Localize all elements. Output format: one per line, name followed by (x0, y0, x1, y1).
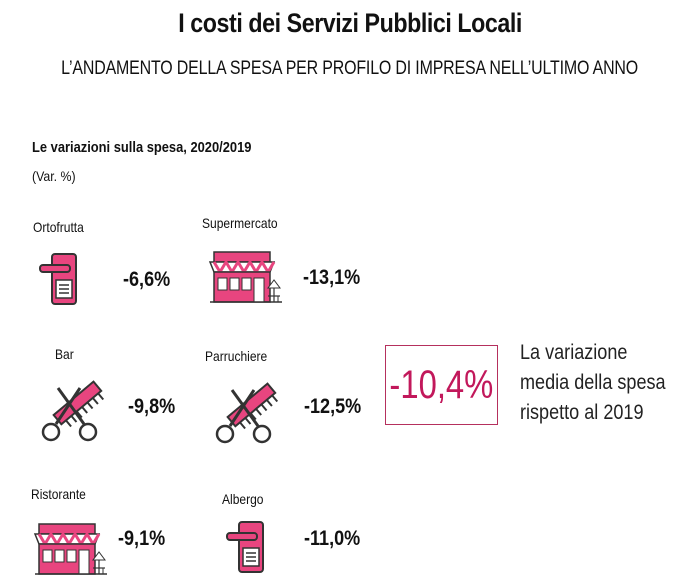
section-title: Le variazioni sulla spesa, 2020/2019 (32, 139, 252, 156)
category-label-parruchiere: Parruchiere (205, 348, 268, 364)
shop-icon (208, 250, 283, 305)
average-text-line: La variazione (520, 341, 628, 364)
unit-label: (Var. %) (32, 168, 76, 184)
category-label-bar: Bar (55, 346, 74, 362)
page-subtitle: L’ANDAMENTO DELLA SPESA PER PROFILO DI I… (61, 58, 639, 79)
category-value-parruchiere: -12,5% (304, 395, 362, 418)
average-text-line: rispetto al 2019 (520, 401, 644, 424)
category-label-ortofrutta: Ortofrutta (33, 219, 84, 235)
average-box: -10,4% (385, 345, 498, 425)
category-value-supermercato: -13,1% (303, 266, 361, 289)
category-value-ortofrutta: -6,6% (123, 268, 171, 291)
page-title: I costi dei Servizi Pubblici Locali (178, 8, 522, 38)
scissors-comb-icon (38, 376, 108, 446)
average-description: La variazione media della spesa rispetto… (520, 338, 666, 428)
category-label-supermercato: Supermercato (202, 215, 278, 231)
door-key-icon (38, 252, 88, 307)
scissors-comb-icon (212, 378, 282, 448)
category-label-albergo: Albergo (222, 491, 264, 507)
door-key-icon (225, 520, 275, 575)
average-value: -10,4% (389, 362, 494, 407)
category-value-albergo: -11,0% (304, 527, 361, 550)
category-value-ristorante: -9,1% (118, 527, 166, 550)
category-label-ristorante: Ristorante (31, 486, 86, 502)
shop-icon (33, 522, 108, 577)
category-value-bar: -9,8% (128, 395, 176, 418)
average-text-line: media della spesa (520, 371, 666, 394)
